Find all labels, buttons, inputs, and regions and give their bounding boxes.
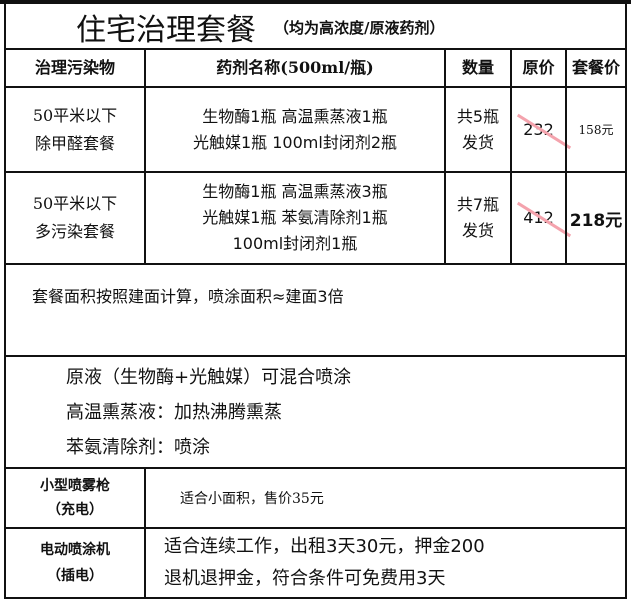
equipment-name: 电动喷涂机 （插电） (4, 527, 146, 599)
line: 100ml封闭剂1瓶 (232, 234, 358, 253)
line: 多污染套餐 (34, 222, 115, 241)
package-qty: 共5瓶发货 (444, 86, 512, 173)
package-qty: 共7瓶发货 (444, 171, 512, 265)
top-border (0, 0, 631, 4)
equipment-desc: 适合连续工作，出租3天30元，押金200 退机退押金，符合条件可免费用3天 (144, 527, 627, 599)
equipment-name: 小型喷雾枪 （充电） (4, 467, 146, 529)
header-original: 原价 (510, 48, 567, 88)
package-price: 218元 (565, 171, 627, 265)
line: 共5瓶 (456, 106, 500, 126)
package-items: 生物酶1瓶 高温熏蒸液3瓶 光触媒1瓶 苯氨清除剂1瓶 100ml封闭剂1瓶 (144, 171, 446, 265)
title-sub: （均为高浓度/原液药剂） (274, 18, 445, 37)
line: （插电） (47, 568, 103, 584)
package-price: 158元 (565, 86, 627, 173)
line: 发货 (461, 221, 494, 240)
price-struck: 232 (523, 117, 554, 143)
line: 高温熏蒸液：加热沸腾熏蒸 (66, 401, 282, 423)
line: 退机退押金，符合条件可免费用3天 (164, 568, 446, 589)
area-note: 套餐面积按照建面计算，喷涂面积≈建面3倍 (4, 263, 627, 357)
line: 生物酶1瓶 高温熏蒸液3瓶 (202, 182, 388, 201)
package-name: 50平米以下 多污染套餐 (4, 171, 146, 265)
usage-notes: 原液（生物酶+光触媒）可混合喷涂 高温熏蒸液：加热沸腾熏蒸 苯氨清除剂：喷涂 (4, 355, 627, 469)
line: 光触媒1瓶 苯氨清除剂1瓶 (202, 208, 388, 227)
line: 50平米以下 (32, 194, 118, 213)
package-items: 生物酶1瓶 高温熏蒸液1瓶 光触媒1瓶 100ml封闭剂2瓶 (144, 86, 446, 173)
line: 共7瓶 (456, 195, 500, 214)
line: 发货 (461, 132, 494, 152)
equipment-desc: 适合小面积，售价35元 (144, 467, 627, 529)
line: 生物酶1瓶 高温熏蒸液1瓶 (202, 106, 388, 126)
header-pollutant: 治理污染物 (4, 48, 146, 88)
line: 电动喷涂机 (40, 542, 110, 558)
price-struck: 412 (523, 205, 554, 231)
line: 50平米以下 (32, 105, 118, 125)
page-title: 住宅治理套餐 （均为高浓度/原液药剂） (4, 4, 627, 50)
title-main: 住宅治理套餐 (76, 13, 256, 48)
line: 除甲醛套餐 (34, 133, 115, 153)
package-name: 50平米以下 除甲醛套餐 (4, 86, 146, 173)
line: （充电） (47, 502, 103, 518)
original-price: 232 (510, 86, 567, 173)
header-qty: 数量 (444, 48, 512, 88)
line: 光触媒1瓶 100ml封闭剂2瓶 (192, 132, 398, 152)
header-package-price: 套餐价 (565, 48, 627, 88)
line: 苯氨清除剂：喷涂 (66, 436, 210, 458)
line: 原液（生物酶+光触媒）可混合喷涂 (66, 366, 352, 388)
header-agent: 药剂名称(500ml/瓶) (144, 48, 446, 88)
line: 适合连续工作，出租3天30元，押金200 (164, 536, 485, 557)
line: 小型喷雾枪 (40, 478, 110, 494)
original-price: 412 (510, 171, 567, 265)
line: 适合小面积，售价35元 (180, 491, 324, 507)
